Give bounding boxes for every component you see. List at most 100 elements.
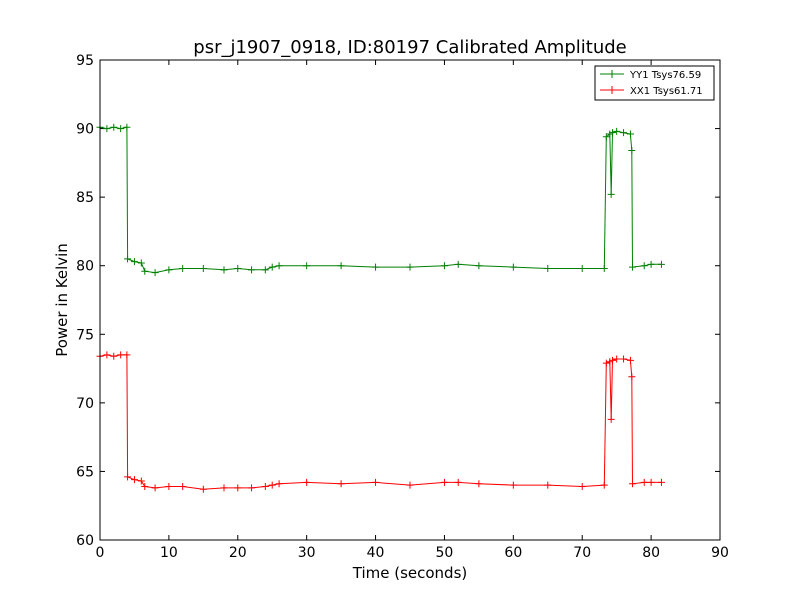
- axis-ticks: 0 10 20 30 40 50 60 70 80 90 60 65 70 75 80 85 90 95: [76, 53, 729, 561]
- data-point-1-9: [151, 484, 159, 492]
- data-point-0-18: [275, 262, 283, 270]
- data-point-1-10: [165, 483, 173, 491]
- data-point-0-5: [124, 255, 132, 263]
- data-point-0-17: [268, 263, 276, 271]
- data-point-0-35: [620, 129, 628, 137]
- data-point-0-40: [647, 260, 655, 268]
- x-tick-label: 50: [436, 545, 454, 561]
- data-point-1-27: [544, 481, 552, 489]
- data-point-1-13: [220, 484, 228, 492]
- data-point-1-6: [130, 476, 138, 484]
- legend: YY1 Tsys76.59 XX1 Tsys61.71: [594, 65, 715, 101]
- data-point-1-25: [475, 480, 483, 488]
- y-tick-label: 90: [76, 122, 94, 138]
- data-point-0-13: [220, 266, 228, 274]
- data-point-1-40: [647, 478, 655, 486]
- data-point-1-16: [261, 483, 269, 491]
- x-tick-label: 80: [642, 545, 660, 561]
- data-point-1-33: [609, 356, 617, 364]
- data-point-1-26: [509, 481, 517, 489]
- y-tick-label: 95: [76, 53, 94, 69]
- data-point-0-16: [261, 266, 269, 274]
- data-point-0-12: [199, 264, 207, 272]
- x-tick-label: 30: [298, 545, 316, 561]
- data-point-0-8: [141, 267, 149, 275]
- data-point-1-39: [640, 478, 648, 486]
- data-point-1-19: [303, 478, 311, 486]
- legend-marker-yy1: [608, 70, 616, 78]
- x-tick-label: 60: [504, 545, 522, 561]
- data-point-1-17: [268, 481, 276, 489]
- legend-box: [594, 65, 715, 101]
- x-axis-label: Time (seconds): [352, 564, 468, 582]
- data-point-1-32: [607, 415, 615, 423]
- x-tick-label: 10: [160, 545, 178, 561]
- data-point-0-10: [165, 266, 173, 274]
- data-point-1-24: [454, 478, 462, 486]
- data-point-0-26: [509, 263, 517, 271]
- data-point-0-25: [475, 262, 483, 270]
- legend-label-yy1: YY1 Tsys76.59: [629, 70, 701, 81]
- data-point-1-23: [440, 478, 448, 486]
- data-point-1-36: [626, 356, 634, 364]
- y-tick-label: 70: [76, 396, 94, 412]
- y-tick-label: 85: [76, 190, 94, 206]
- data-point-0-19: [303, 262, 311, 270]
- data-point-0-14: [234, 264, 242, 272]
- data-point-0-28: [578, 264, 586, 272]
- data-point-1-1: [103, 351, 111, 359]
- data-point-1-30: [602, 359, 610, 367]
- data-point-0-15: [248, 266, 256, 274]
- data-point-0-22: [406, 263, 414, 271]
- data-point-0-41: [657, 260, 665, 268]
- data-point-1-35: [620, 355, 628, 363]
- data-point-1-41: [657, 478, 665, 486]
- data-point-0-32: [607, 190, 615, 198]
- data-point-1-8: [141, 483, 149, 491]
- y-tick-label: 60: [76, 533, 94, 549]
- data-point-0-33: [609, 129, 617, 137]
- data-point-0-3: [117, 125, 125, 133]
- data-point-1-29: [600, 481, 608, 489]
- data-point-0-20: [337, 262, 345, 270]
- legend-label-xx1: XX1 Tsys61.71: [630, 86, 703, 97]
- data-point-0-34: [613, 127, 621, 135]
- data-point-1-15: [248, 484, 256, 492]
- data-point-0-39: [640, 262, 648, 270]
- series-1: [96, 351, 665, 493]
- data-point-1-34: [613, 355, 621, 363]
- data-point-1-14: [234, 484, 242, 492]
- data-point-1-21: [372, 478, 380, 486]
- y-tick-label: 65: [76, 464, 94, 480]
- data-point-0-4: [123, 123, 131, 131]
- data-point-0-36: [626, 130, 634, 138]
- x-tick-label: 0: [96, 545, 105, 561]
- data-point-1-7: [137, 477, 145, 485]
- data-point-0-37: [628, 147, 636, 155]
- data-point-0-7: [137, 259, 145, 267]
- data-point-1-18: [275, 480, 283, 488]
- data-point-0-24: [454, 260, 462, 268]
- x-tick-label: 20: [229, 545, 247, 561]
- data-point-1-11: [179, 483, 187, 491]
- data-point-0-9: [151, 269, 159, 277]
- y-tick-label: 80: [76, 259, 94, 275]
- data-point-1-22: [406, 481, 414, 489]
- y-axis-label: Power in Kelvin: [53, 243, 71, 357]
- series-layer: [96, 123, 665, 493]
- y-tick-label: 75: [76, 327, 94, 343]
- data-point-0-23: [440, 262, 448, 270]
- x-tick-label: 40: [367, 545, 385, 561]
- x-tick-label: 90: [711, 545, 729, 561]
- data-point-1-2: [110, 352, 118, 360]
- data-point-1-20: [337, 480, 345, 488]
- data-point-0-11: [179, 264, 187, 272]
- data-point-1-38: [629, 480, 637, 488]
- data-point-1-3: [117, 351, 125, 359]
- data-point-0-29: [600, 264, 608, 272]
- data-point-0-27: [544, 264, 552, 272]
- data-point-0-1: [103, 125, 111, 133]
- data-point-1-28: [578, 483, 586, 491]
